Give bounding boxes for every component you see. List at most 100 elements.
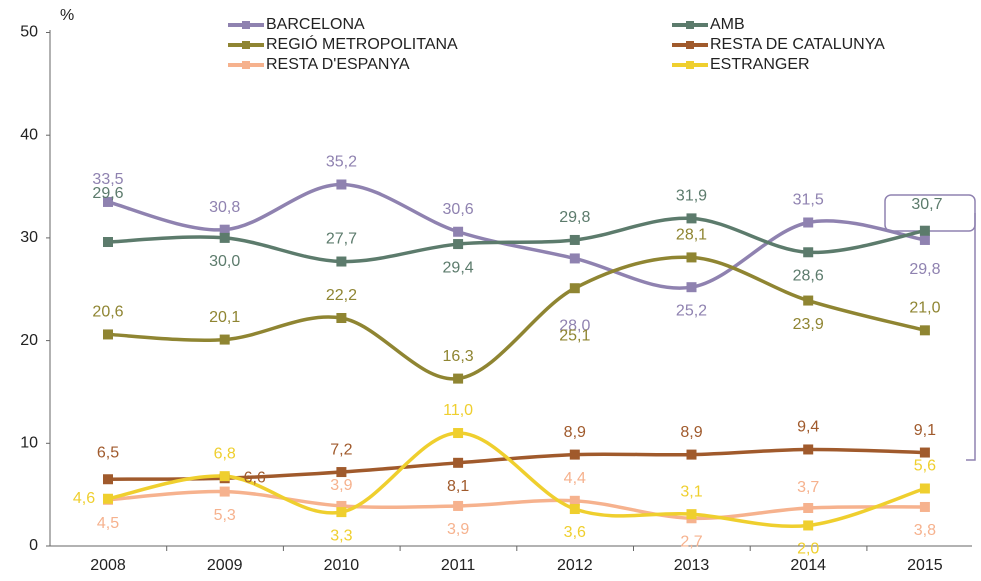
marker <box>453 457 464 468</box>
data-label: 28,0 <box>559 318 590 335</box>
data-label: 3,3 <box>330 527 352 544</box>
marker <box>569 504 580 515</box>
marker <box>686 252 697 263</box>
data-label: 22,2 <box>326 287 357 304</box>
data-label: 25,1 <box>559 327 590 344</box>
x-tick-label: 2015 <box>907 557 943 574</box>
marker <box>453 428 464 439</box>
marker <box>219 334 230 345</box>
marker <box>219 232 230 243</box>
data-label: 25,2 <box>676 302 707 319</box>
marker <box>803 520 814 531</box>
data-label: 3,9 <box>330 477 352 494</box>
data-label: 30,8 <box>209 199 240 216</box>
marker <box>919 234 930 245</box>
data-label: 30,6 <box>443 201 474 218</box>
marker <box>336 500 347 511</box>
series-line <box>107 431 926 529</box>
marker <box>336 507 347 518</box>
y-tick-label: 0 <box>29 537 38 554</box>
callout-line <box>966 213 976 461</box>
marker <box>803 503 814 514</box>
x-tick-label: 2011 <box>441 557 476 574</box>
data-label: 29,8 <box>909 261 940 278</box>
data-label: 9,4 <box>797 419 819 436</box>
data-label: 4,4 <box>564 470 586 487</box>
legend-marker <box>686 61 694 69</box>
x-tick-label: 2009 <box>207 557 243 574</box>
data-label: 30,7 <box>911 196 942 213</box>
marker <box>103 237 113 248</box>
series-line <box>107 216 926 264</box>
marker <box>336 467 347 478</box>
marker <box>103 196 113 207</box>
marker <box>103 474 113 485</box>
series-line <box>107 182 926 290</box>
data-label: 5,6 <box>914 458 936 475</box>
data-label: 3,7 <box>797 479 819 496</box>
data-label: 8,9 <box>680 424 702 441</box>
y-tick-label: 40 <box>20 126 38 143</box>
data-label: 33,5 <box>92 171 123 188</box>
data-label: 6,8 <box>214 445 236 462</box>
data-label: 35,2 <box>326 154 357 171</box>
marker <box>453 373 464 384</box>
data-label: 31,5 <box>793 192 824 209</box>
marker <box>453 500 464 511</box>
data-label: 3,6 <box>564 524 586 541</box>
marker <box>569 495 580 506</box>
marker <box>569 283 580 294</box>
legend-label: REGIÓ METROPOLITANA <box>266 34 458 53</box>
marker <box>803 295 814 306</box>
series-line <box>107 255 926 381</box>
data-label: 6,5 <box>97 444 119 461</box>
marker <box>569 253 580 264</box>
data-label: 27,7 <box>326 231 357 248</box>
marker <box>219 471 230 482</box>
marker <box>686 282 697 293</box>
data-label: 2,7 <box>680 533 702 550</box>
data-label: 16,3 <box>443 348 474 365</box>
data-label: 9,1 <box>914 422 936 439</box>
data-label: 21,0 <box>909 300 940 317</box>
data-label: 29,6 <box>92 185 123 202</box>
data-label: 4,5 <box>97 515 119 532</box>
marker <box>103 493 113 504</box>
data-label: 7,2 <box>330 441 352 458</box>
data-label: 5,3 <box>214 507 236 524</box>
legend-marker <box>242 41 250 49</box>
y-tick-label: 20 <box>20 332 38 349</box>
marker <box>453 239 464 250</box>
data-label: 3,9 <box>447 521 469 538</box>
legend-label: ESTRANGER <box>710 56 810 73</box>
marker <box>803 217 814 228</box>
legend-label: BARCELONA <box>266 16 365 33</box>
marker <box>686 213 697 224</box>
data-label: 31,9 <box>676 188 707 205</box>
data-label: 4,6 <box>73 490 95 507</box>
marker <box>569 234 580 245</box>
legend-marker <box>686 41 694 49</box>
marker <box>336 256 347 267</box>
marker <box>103 329 113 340</box>
y-tick-label: 30 <box>20 229 38 246</box>
marker <box>919 483 930 494</box>
marker <box>336 179 347 190</box>
y-unit-label: % <box>60 7 74 24</box>
data-label: 8,1 <box>447 478 469 495</box>
data-label: 29,8 <box>559 209 590 226</box>
marker <box>803 444 814 455</box>
marker <box>803 247 814 258</box>
data-label: 11,0 <box>443 402 473 419</box>
marker <box>569 449 580 460</box>
data-label: 23,9 <box>793 316 824 333</box>
marker <box>919 325 930 336</box>
y-tick-label: 10 <box>20 435 38 452</box>
marker <box>919 447 930 458</box>
marker <box>219 486 230 497</box>
data-label: 29,4 <box>443 259 474 276</box>
data-label: 28,6 <box>793 267 824 284</box>
legend-label: AMB <box>710 16 745 33</box>
legend-label: RESTA D'ESPANYA <box>266 56 410 73</box>
